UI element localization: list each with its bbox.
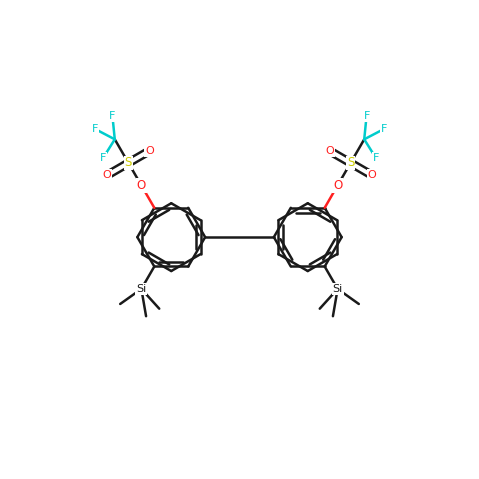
Text: S: S [347,157,354,170]
Text: F: F [92,124,98,134]
Text: F: F [109,111,115,121]
Text: F: F [373,153,379,163]
Text: O: O [137,179,146,192]
Text: F: F [100,153,106,163]
Text: O: O [145,146,154,156]
Text: S: S [125,157,132,170]
Text: O: O [367,170,376,180]
Text: F: F [364,111,370,121]
Text: O: O [325,146,334,156]
Text: Si: Si [136,284,147,294]
Text: O: O [333,179,342,192]
Text: Si: Si [332,284,343,294]
Text: F: F [381,124,387,134]
Text: O: O [103,170,112,180]
